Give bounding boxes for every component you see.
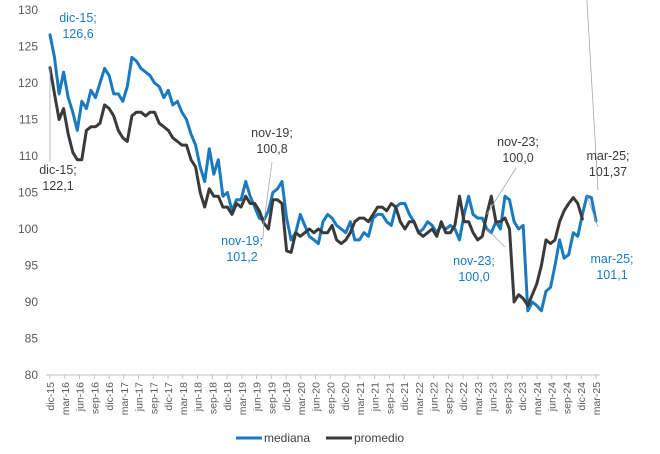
annotation-value: 100,8 — [256, 142, 287, 156]
series-layer — [48, 33, 598, 313]
x-tick-label: sep-19 — [266, 382, 278, 414]
x-tick-label: dic-17 — [163, 382, 175, 411]
x-tick-label: sep-20 — [325, 382, 337, 414]
y-tick-label: 105 — [18, 186, 38, 200]
series-line-promedio — [48, 66, 584, 308]
x-tick-label: mar-20 — [296, 382, 308, 415]
x-tick-label: sep-16 — [89, 382, 101, 414]
y-tick-label: 130 — [18, 3, 38, 17]
x-tick-label: jun-23 — [488, 382, 500, 412]
annotation-label: nov-19; — [221, 234, 263, 248]
annotation-label: mar-25; — [590, 252, 633, 266]
x-tick-label: dic-21 — [399, 382, 411, 411]
x-tick-label: mar-19 — [237, 382, 249, 415]
y-tick-label: 100 — [18, 222, 38, 236]
x-axis: dic-15 mar-16 jun-16 sep-16 dic-16 mar-17 jun-… — [45, 374, 603, 415]
x-tick-label: jun-20 — [311, 382, 323, 412]
annotation-leader — [263, 161, 273, 224]
y-axis: 80 85 90 95 100 105 110 115 120 125 130 — [18, 3, 38, 382]
x-tick-label: jun-24 — [547, 382, 559, 412]
x-tick-label: dic-19 — [281, 382, 293, 411]
x-tick-label: mar-17 — [119, 382, 131, 415]
x-tick-label: mar-22 — [414, 382, 426, 415]
x-tick-label: jun-22 — [429, 382, 441, 412]
annotation-label: nov-23; — [453, 254, 495, 268]
x-tick-label: mar-18 — [178, 382, 190, 415]
annotation-label: dic-15; — [39, 163, 77, 177]
series-line-mediana — [48, 33, 598, 313]
x-tick-label: jun-16 — [75, 382, 87, 412]
legend-item-promedio[interactable]: promedio — [326, 431, 404, 445]
x-tick-label: dic-16 — [104, 382, 116, 411]
x-tick-label: sep-22 — [443, 382, 455, 414]
annotation-value: 101,1 — [596, 268, 627, 282]
annotation-layer: dic-15; 126,6 dic-15; 122,1 nov-19; 100,8 nov-… — [39, 0, 634, 284]
y-tick-label: 80 — [25, 368, 39, 382]
y-tick-label: 120 — [18, 76, 38, 90]
annotation-value: 122,1 — [42, 179, 73, 193]
annotation-leader — [586, 196, 599, 228]
x-tick-label: mar-24 — [532, 382, 544, 415]
x-tick-label: mar-25 — [591, 382, 603, 415]
x-tick-label: sep-18 — [207, 382, 219, 414]
x-tick-label: dic-23 — [517, 382, 529, 411]
annotation-value: 101,37 — [589, 165, 627, 179]
y-tick-label: 125 — [18, 40, 38, 54]
y-tick-label: 90 — [25, 295, 39, 309]
annotation-leader — [486, 167, 517, 215]
annotation-label: mar-25; — [586, 149, 629, 163]
x-tick-label: sep-24 — [561, 382, 573, 414]
x-tick-label: jun-21 — [370, 382, 382, 412]
y-tick-label: 85 — [25, 332, 39, 346]
x-tick-label: jun-19 — [252, 382, 264, 412]
annotation-leader — [486, 228, 506, 248]
legend-label-mediana: mediana — [264, 431, 310, 445]
legend-item-mediana[interactable]: mediana — [236, 431, 310, 445]
x-tick-label: mar-16 — [60, 382, 72, 415]
annotation-value: 100,0 — [502, 151, 533, 165]
x-tick-label: mar-23 — [473, 382, 485, 415]
annotation-label: nov-23; — [497, 135, 539, 149]
x-tick-label: sep-17 — [148, 382, 160, 414]
annotation-value: 101,2 — [226, 250, 257, 264]
x-tick-label: sep-21 — [384, 382, 396, 414]
annotation-leader — [262, 220, 265, 240]
x-tick-label: dic-24 — [576, 382, 588, 411]
x-tick-label: jun-18 — [193, 382, 205, 412]
y-tick-label: 95 — [25, 259, 39, 273]
annotation-label: nov-19; — [251, 126, 293, 140]
legend-label-promedio: promedio — [354, 431, 404, 445]
annotation-value: 126,6 — [62, 27, 93, 41]
x-tick-label: dic-20 — [340, 382, 352, 411]
y-tick-label: 110 — [19, 149, 38, 163]
x-tick-label: jun-17 — [134, 382, 146, 412]
x-tick-label: dic-18 — [222, 382, 234, 411]
annotation-value: 100,0 — [458, 270, 489, 284]
x-tick-label: mar-21 — [355, 382, 367, 415]
annotation-label: dic-15; — [59, 11, 97, 25]
legend: mediana promedio — [236, 431, 404, 445]
y-tick-label: 115 — [19, 113, 38, 127]
annotation-leader — [586, 0, 599, 191]
x-tick-label: dic-22 — [458, 382, 470, 411]
x-tick-label: sep-23 — [502, 382, 514, 414]
x-tick-label: dic-15 — [45, 382, 57, 411]
